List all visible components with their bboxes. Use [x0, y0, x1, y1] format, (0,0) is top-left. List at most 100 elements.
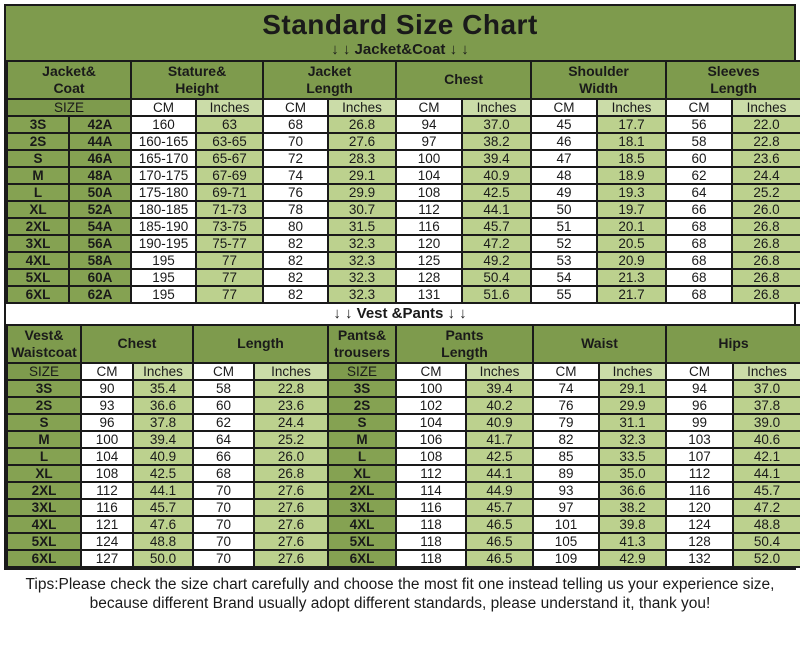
- inches-label: Inches: [461, 98, 533, 117]
- chest-in-cell: 45.7: [461, 217, 533, 236]
- chest-in-cell: 42.5: [132, 464, 194, 483]
- sleeve-in-cell: 26.8: [731, 285, 800, 304]
- stature-in-cell: 65-67: [195, 149, 265, 168]
- stature-cm-cell: 180-185: [130, 200, 198, 219]
- size-label: SIZE: [6, 362, 82, 381]
- sleeve-cm-cell: 68: [665, 268, 734, 287]
- code-cell: 48A: [67, 166, 133, 185]
- title-block: Standard Size Chart ↓ ↓ Jacket&Coat ↓ ↓: [6, 6, 794, 60]
- size-cell: XL: [6, 200, 70, 219]
- shoulder-in-cell: 18.9: [596, 166, 668, 185]
- shoulder-in-cell: 20.9: [596, 251, 668, 270]
- plen-cm-cell: 116: [395, 498, 467, 517]
- table-row: S 46A 165-170 65-67 72 28.3 100 39.4 47 18.5 60 23.…: [6, 149, 800, 168]
- chest-cm-cell: 97: [395, 132, 464, 151]
- shoulder-cm-cell: 46: [530, 132, 599, 151]
- stature-in-cell: 71-73: [195, 200, 265, 219]
- size-cell: S: [6, 413, 82, 432]
- sleeve-in-cell: 23.6: [731, 149, 800, 168]
- inches-label: Inches: [465, 362, 534, 381]
- size-label: SIZE: [327, 362, 397, 381]
- waist-cm-cell: 109: [532, 549, 600, 568]
- plen-cm-cell: 108: [395, 447, 467, 466]
- chest-cm-cell: 108: [80, 464, 134, 483]
- psize-cell: L: [327, 447, 397, 466]
- size-cell: 3S: [6, 115, 70, 134]
- stature-cm-cell: 190-195: [130, 234, 198, 253]
- jacket-cm-cell: 82: [262, 234, 330, 253]
- size-cell: 2S: [6, 396, 82, 415]
- chest-in-cell: 39.4: [461, 149, 533, 168]
- sleeve-cm-cell: 60: [665, 149, 734, 168]
- jacket-cm-cell: 72: [262, 149, 330, 168]
- chest-in-cell: 38.2: [461, 132, 533, 151]
- hips-cm-cell: 132: [665, 549, 735, 568]
- size-chart-panel: Standard Size Chart ↓ ↓ Jacket&Coat ↓ ↓ …: [4, 4, 800, 570]
- waist-header: Waist: [531, 324, 668, 364]
- chest-in-cell: 39.4: [132, 430, 194, 449]
- waist-cm-cell: 93: [532, 481, 600, 500]
- psize-cell: S: [327, 413, 397, 432]
- jacket-cm-cell: 70: [262, 132, 330, 151]
- jacket-in-cell: 29.9: [327, 183, 398, 202]
- stature-cm-cell: 195: [130, 285, 198, 304]
- jacket-coat-section-label: ↓ ↓ Jacket&Coat ↓ ↓: [331, 41, 469, 58]
- length-cm-cell: 70: [192, 549, 255, 568]
- length-cm-cell: 62: [192, 413, 255, 432]
- chest-in-cell: 50.0: [132, 549, 194, 568]
- sleeve-cm-cell: 64: [665, 183, 734, 202]
- shoulder-cm-cell: 55: [530, 285, 599, 304]
- plen-in-cell: 46.5: [465, 549, 534, 568]
- code-cell: 50A: [67, 183, 133, 202]
- inches-label: Inches: [253, 362, 329, 381]
- chest-cm-cell: 93: [80, 396, 134, 415]
- jacket-in-cell: 29.1: [327, 166, 398, 185]
- psize-cell: 4XL: [327, 515, 397, 534]
- jacket-length-header: Jacket Length: [262, 60, 398, 100]
- hips-cm-cell: 128: [665, 532, 735, 551]
- sleeves-length-header: Sleeves Length: [665, 60, 800, 100]
- jacket-in-cell: 28.3: [327, 149, 398, 168]
- plen-in-cell: 39.4: [465, 379, 534, 398]
- jacket-cm-cell: 74: [262, 166, 330, 185]
- hips-in-cell: 42.1: [732, 447, 800, 466]
- sleeve-in-cell: 26.0: [731, 200, 800, 219]
- chest-cm-cell: 128: [395, 268, 464, 287]
- size-cell: 4XL: [6, 515, 82, 534]
- length-in-cell: 27.6: [253, 481, 329, 500]
- plen-in-cell: 42.5: [465, 447, 534, 466]
- chest-in-cell: 44.1: [132, 481, 194, 500]
- sleeve-in-cell: 26.8: [731, 234, 800, 253]
- code-cell: 54A: [67, 217, 133, 236]
- chest-cm-cell: 104: [80, 447, 134, 466]
- psize-cell: 5XL: [327, 532, 397, 551]
- plen-cm-cell: 118: [395, 549, 467, 568]
- waist-in-cell: 39.8: [597, 515, 668, 534]
- size-cell: XL: [6, 464, 82, 483]
- stature-cm-cell: 195: [130, 251, 198, 270]
- table-row: 2XL 54A 185-190 73-75 80 31.5 116 45.7 51 20.1 68 2…: [6, 217, 800, 236]
- table-row: L 50A 175-180 69-71 76 29.9 108 42.5 49 19.3 64 25.…: [6, 183, 800, 202]
- tips-line-1: Tips:Please check the size chart careful…: [25, 576, 775, 593]
- plen-in-cell: 40.9: [465, 413, 534, 432]
- plen-cm-cell: 118: [395, 515, 467, 534]
- shoulder-in-cell: 21.7: [596, 285, 668, 304]
- chest-cm-cell: 125: [395, 251, 464, 270]
- hips-cm-cell: 112: [665, 464, 735, 483]
- waist-cm-cell: 105: [532, 532, 600, 551]
- chest-in-cell: 42.5: [461, 183, 533, 202]
- chest-cm-cell: 120: [395, 234, 464, 253]
- length-in-cell: 24.4: [253, 413, 329, 432]
- stature-cm-cell: 195: [130, 268, 198, 287]
- cm-label: CM: [395, 362, 467, 381]
- inches-label: Inches: [195, 98, 265, 117]
- size-cell: 5XL: [6, 268, 70, 287]
- jacket-in-cell: 32.3: [327, 268, 398, 287]
- jacket-group-header-row: Jacket& Coat Stature& Height Jacket Leng…: [5, 60, 800, 100]
- jacket-coat-table: Jacket& Coat Stature& Height Jacket Leng…: [5, 60, 800, 304]
- chest-in-cell: 47.2: [461, 234, 533, 253]
- chest-cm-cell: 112: [80, 481, 134, 500]
- shoulder-in-cell: 21.3: [596, 268, 668, 287]
- vest-waistcoat-header: Vest& Waistcoat: [6, 324, 82, 364]
- sleeve-cm-cell: 68: [665, 285, 734, 304]
